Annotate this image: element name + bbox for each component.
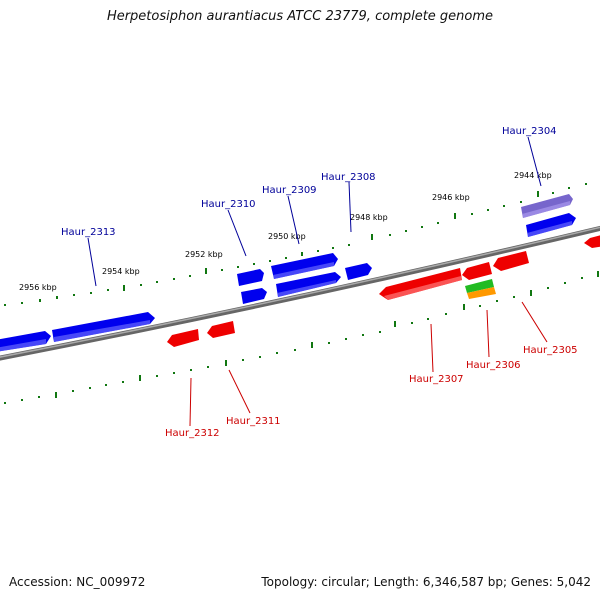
gene-arrow[interactable] [462, 262, 492, 280]
scale-label: 2946 kbp [432, 193, 470, 202]
scale-label: 2944 kbp [514, 171, 552, 180]
gene-arrow[interactable] [167, 329, 199, 347]
gene-arrow[interactable] [241, 288, 267, 304]
gene-arrow[interactable] [237, 269, 264, 286]
genome-stats-text: Topology: circular; Length: 6,346,587 bp… [261, 575, 591, 589]
forward-genes [0, 194, 576, 352]
inner-tick-track [4, 271, 599, 404]
outer-tick-track [4, 183, 587, 306]
leader-lines [87, 136, 548, 427]
gene-label[interactable]: Haur_2307 [409, 374, 464, 385]
scale-label: 2954 kbp [102, 267, 140, 276]
gene-label[interactable]: Haur_2313 [61, 227, 116, 238]
rna-gene-green[interactable] [465, 279, 494, 293]
gene-label[interactable]: Haur_2304 [502, 126, 557, 137]
gene-label[interactable]: Haur_2311 [226, 416, 281, 427]
scale-label: 2956 kbp [19, 283, 57, 292]
gene-label[interactable]: Haur_2310 [201, 199, 256, 210]
rna-gene-orange[interactable] [467, 287, 496, 299]
gene-arrow[interactable] [584, 234, 600, 248]
scale-label: 2948 kbp [350, 213, 388, 222]
gene-label[interactable]: Haur_2305 [523, 345, 578, 356]
scale-label: 2950 kbp [268, 232, 306, 241]
gene-arrow[interactable] [493, 251, 529, 271]
gene-arrow[interactable] [345, 263, 372, 280]
gene-label[interactable]: Haur_2306 [466, 360, 521, 371]
gene-label[interactable]: Haur_2312 [165, 428, 220, 439]
gene-label[interactable]: Haur_2308 [321, 172, 376, 183]
gene-arrow[interactable] [207, 321, 235, 338]
accession-text: Accession: NC_009972 [9, 575, 146, 589]
reverse-genes [167, 234, 600, 347]
genome-backbone [0, 225, 600, 361]
scale-label: 2952 kbp [185, 250, 223, 259]
genome-title: Herpetosiphon aurantiacus ATCC 23779, co… [106, 9, 494, 24]
gene-label[interactable]: Haur_2309 [262, 185, 317, 196]
